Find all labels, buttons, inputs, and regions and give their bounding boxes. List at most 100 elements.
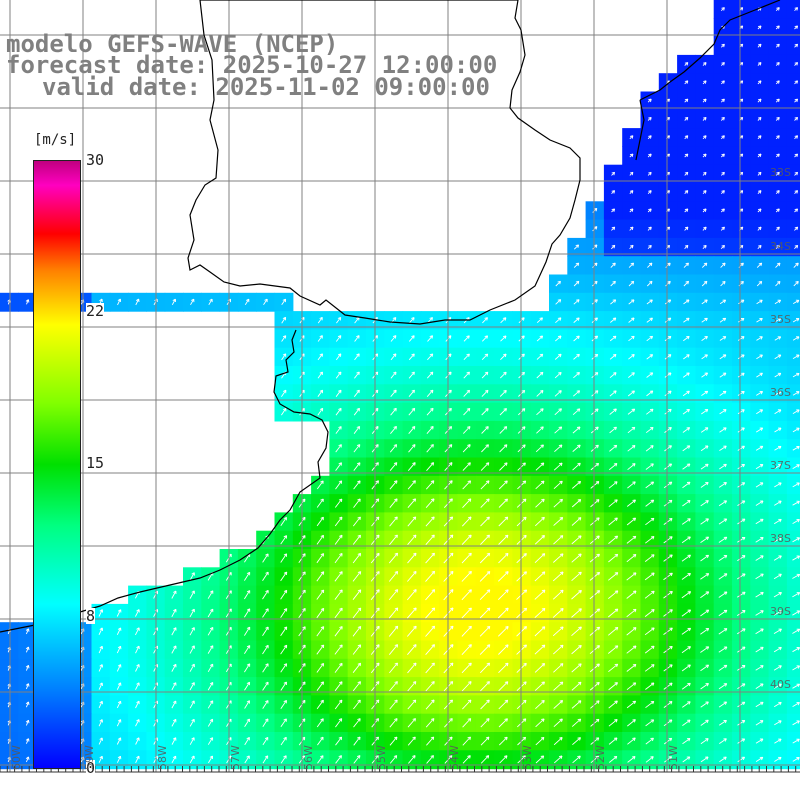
wind-arrow [135, 627, 140, 636]
wind-arrow [700, 536, 710, 543]
wind-arrow [663, 682, 673, 690]
wind-arrow [683, 335, 690, 342]
wind-arrow [663, 609, 673, 617]
wind-arrow [388, 570, 399, 582]
wind-arrow [116, 682, 122, 690]
wind-speed-cell [786, 73, 800, 93]
wind-arrow [681, 536, 691, 544]
lon-label: 52W [594, 745, 607, 770]
wind-arrow [608, 700, 618, 709]
lat-label: 33S [770, 166, 791, 179]
wind-arrow [608, 590, 619, 600]
wind-arrow [390, 371, 397, 379]
wind-arrow [682, 390, 690, 397]
wind-arrow [516, 718, 527, 728]
wind-arrow [407, 462, 416, 471]
wind-arrow [629, 226, 634, 231]
wind-arrow [98, 645, 104, 654]
wind-arrow [701, 262, 708, 268]
wind-arrow [720, 7, 725, 12]
wind-arrow [702, 226, 707, 231]
wind-arrow [573, 317, 580, 323]
wind-arrow [479, 552, 491, 564]
wind-arrow [553, 517, 564, 526]
wind-arrow [608, 682, 618, 691]
wind-arrow [536, 390, 544, 397]
wind-arrow [353, 755, 361, 764]
wind-speed-field [0, 0, 800, 770]
lat-label: 40S [770, 678, 791, 691]
wind-arrow [262, 718, 269, 728]
wind-arrow [461, 589, 472, 601]
wind-arrow [683, 299, 690, 305]
wind-arrow [335, 407, 342, 416]
wind-arrow [572, 426, 581, 434]
wind-arrow [262, 663, 269, 673]
wind-arrow [390, 389, 397, 397]
wind-speed-cell [786, 91, 800, 111]
wind-arrow [407, 662, 417, 674]
wind-arrow [481, 371, 489, 379]
lat-label: 38S [770, 532, 791, 545]
wind-arrow [280, 699, 287, 709]
wind-arrow [171, 737, 177, 745]
wind-arrow [736, 573, 746, 580]
wind-arrow [737, 518, 746, 525]
wind-arrow [682, 463, 691, 470]
wind-arrow [775, 25, 780, 30]
wind-arrow [316, 480, 324, 490]
wind-arrow [536, 317, 543, 324]
wind-arrow [116, 627, 122, 635]
wind-arrow [720, 280, 726, 287]
wind-arrow [737, 445, 745, 451]
wind-arrow [644, 609, 655, 617]
wind-arrow [755, 537, 764, 543]
wind-arrow [407, 718, 416, 728]
wind-arrow [663, 590, 673, 599]
coastline [0, 0, 781, 633]
wind-arrow [755, 646, 764, 653]
wind-arrow [535, 480, 545, 490]
wind-arrow [590, 755, 600, 764]
wind-arrow [571, 608, 582, 618]
wind-arrow [571, 718, 582, 727]
wind-arrow [775, 62, 780, 66]
wind-arrow [262, 644, 269, 655]
wind-arrow [647, 226, 652, 231]
wind-arrow [189, 590, 195, 599]
wind-arrow [774, 427, 782, 433]
wind-arrow [700, 719, 709, 726]
wind-arrow [610, 299, 617, 305]
wind-arrow [755, 683, 764, 689]
wind-arrow [25, 683, 30, 690]
wind-arrow [590, 517, 600, 526]
wind-arrow [793, 262, 799, 268]
wind-speed-cell [786, 439, 800, 459]
wind-arrow [647, 262, 653, 268]
wind-speed-cell [786, 695, 800, 715]
wind-arrow [262, 571, 269, 582]
wind-arrow [208, 755, 213, 764]
wind-arrow [516, 553, 527, 564]
wind-arrow [720, 244, 725, 250]
wind-arrow [737, 665, 746, 671]
wind-arrow [555, 280, 561, 287]
wind-arrow [700, 463, 709, 470]
wind-arrow [554, 353, 562, 360]
wind-arrow [609, 353, 617, 360]
wind-arrow [702, 190, 707, 195]
wind-arrow [98, 627, 104, 635]
wind-arrow [663, 719, 673, 727]
wind-arrow [407, 534, 417, 545]
wind-arrow [335, 755, 342, 764]
wind-arrow [408, 755, 416, 764]
wind-arrow [755, 518, 764, 525]
wind-arrow [756, 336, 763, 341]
title-model: modelo GEFS-WAVE (NCEP) [6, 30, 339, 58]
lon-label: 56W [302, 745, 315, 770]
wind-arrow [572, 737, 581, 746]
wind-arrow [718, 701, 728, 708]
wind-arrow [663, 664, 673, 672]
wind-arrow [280, 755, 287, 764]
wind-arrow [335, 389, 342, 397]
